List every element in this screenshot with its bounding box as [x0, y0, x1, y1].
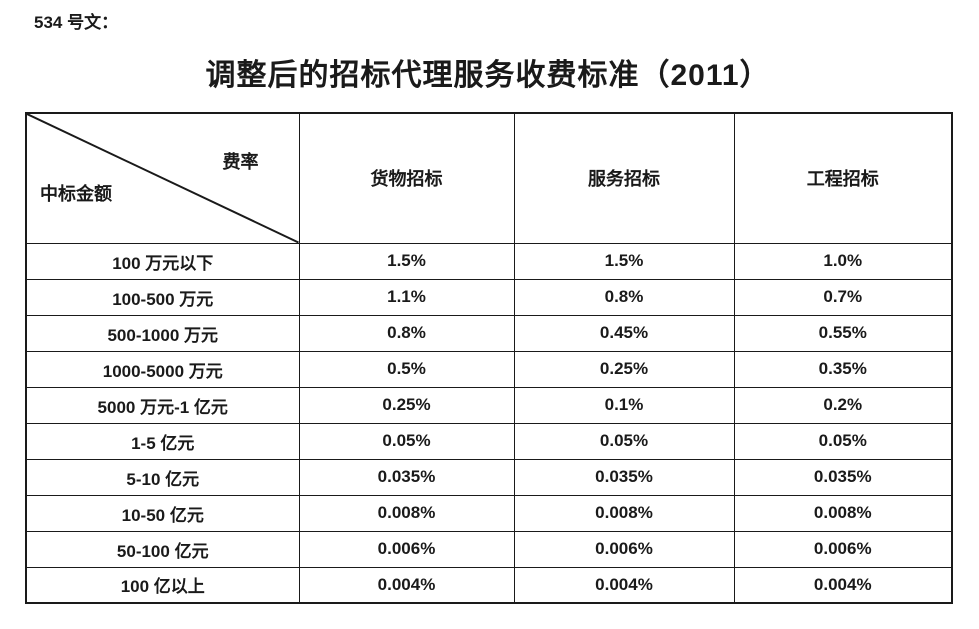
table-row: 1-5 亿元 0.05% 0.05% 0.05% [25, 422, 953, 460]
rate-cell: 0.35% [733, 350, 953, 388]
page-title: 调整后的招标代理服务收费标准（2011） [205, 59, 771, 92]
table-row: 100 万元以下 1.5% 1.5% 1.0% [25, 242, 953, 280]
rate-cell: 0.1% [513, 386, 735, 424]
table-row: 100 亿以上 0.004% 0.004% 0.004% [25, 566, 953, 604]
rate-cell: 0.004% [733, 566, 953, 604]
row-label: 100-500 万元 [25, 278, 300, 316]
rate-cell: 0.004% [513, 566, 735, 604]
doc-number-label: 534 号文： [34, 13, 119, 32]
rate-cell: 0.006% [513, 530, 735, 568]
column-header-engineering: 工程招标 [733, 112, 953, 244]
rate-cell: 0.7% [733, 278, 953, 316]
table-row: 1000-5000 万元 0.5% 0.25% 0.35% [25, 350, 953, 388]
corner-label-bid-amount: 中标金额 [40, 184, 112, 204]
rate-cell: 0.25% [513, 350, 735, 388]
rate-cell: 0.5% [298, 350, 515, 388]
fee-rate-table: 费率 中标金额 货物招标 服务招标 工程招标 100 万元以下 1.5% 1.5… [25, 112, 953, 604]
diagonal-header-cell: 费率 中标金额 [25, 112, 300, 244]
row-label: 100 万元以下 [25, 242, 300, 280]
row-label: 50-100 亿元 [25, 530, 300, 568]
table-row: 10-50 亿元 0.008% 0.008% 0.008% [25, 494, 953, 532]
rate-cell: 0.05% [298, 422, 515, 460]
rate-cell: 0.25% [298, 386, 515, 424]
table-row: 50-100 亿元 0.006% 0.006% 0.006% [25, 530, 953, 568]
rate-cell: 1.0% [733, 242, 953, 280]
rate-cell: 0.8% [513, 278, 735, 316]
table-row: 5000 万元-1 亿元 0.25% 0.1% 0.2% [25, 386, 953, 424]
rate-cell: 0.006% [298, 530, 515, 568]
row-label: 10-50 亿元 [25, 494, 300, 532]
rate-cell: 1.5% [513, 242, 735, 280]
rate-cell: 0.45% [513, 314, 735, 352]
rate-cell: 0.8% [298, 314, 515, 352]
table-row: 500-1000 万元 0.8% 0.45% 0.55% [25, 314, 953, 352]
column-header-goods: 货物招标 [298, 112, 515, 244]
row-label: 1000-5000 万元 [25, 350, 300, 388]
row-label: 5000 万元-1 亿元 [25, 386, 300, 424]
rate-cell: 1.5% [298, 242, 515, 280]
rate-cell: 0.008% [733, 494, 953, 532]
rate-cell: 0.035% [733, 458, 953, 496]
rate-cell: 0.004% [298, 566, 515, 604]
rate-cell: 0.008% [298, 494, 515, 532]
column-header-services: 服务招标 [513, 112, 735, 244]
rate-cell: 0.05% [733, 422, 953, 460]
row-label: 500-1000 万元 [25, 314, 300, 352]
rate-cell: 0.006% [733, 530, 953, 568]
row-label: 100 亿以上 [25, 566, 300, 604]
rate-cell: 0.05% [513, 422, 735, 460]
rate-cell: 0.008% [513, 494, 735, 532]
corner-label-rate: 费率 [222, 152, 259, 172]
table-row: 100-500 万元 1.1% 0.8% 0.7% [25, 278, 953, 316]
rate-cell: 1.1% [298, 278, 515, 316]
diagonal-divider-line [27, 114, 299, 243]
table-row: 5-10 亿元 0.035% 0.035% 0.035% [25, 458, 953, 496]
rate-cell: 0.2% [733, 386, 953, 424]
rate-cell: 0.035% [513, 458, 735, 496]
row-label: 1-5 亿元 [25, 422, 300, 460]
rate-cell: 0.035% [298, 458, 515, 496]
table-header-row: 费率 中标金额 货物招标 服务招标 工程招标 [25, 112, 953, 244]
row-label: 5-10 亿元 [25, 458, 300, 496]
rate-cell: 0.55% [733, 314, 953, 352]
